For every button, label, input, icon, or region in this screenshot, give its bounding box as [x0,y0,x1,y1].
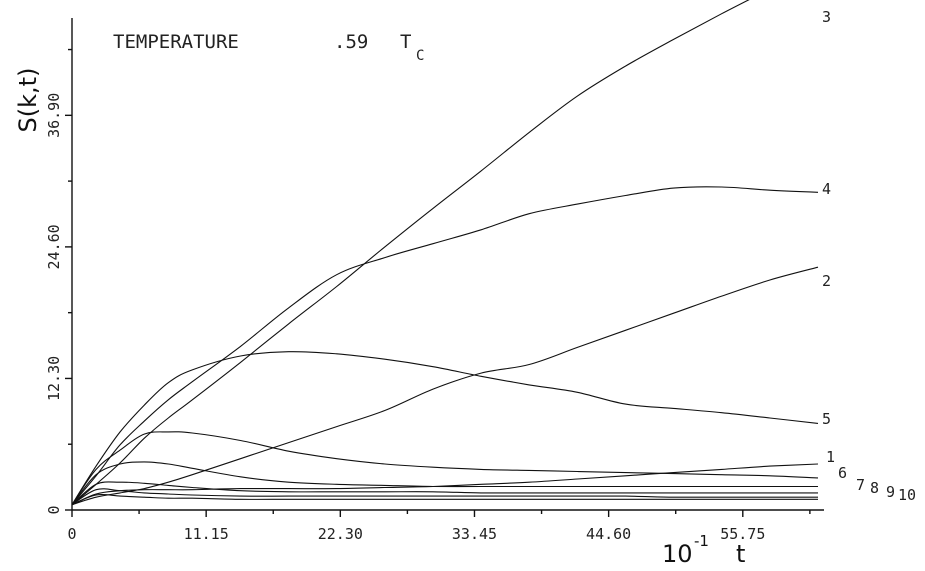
series-line-3 [72,0,750,506]
series-line-4 [72,186,819,506]
series-line-8 [72,481,818,506]
y-axis-label: S(k,t) [14,68,42,133]
series-line-5 [72,351,819,505]
labels: 0 11.15 22.30 33.45 44.60 55.75012.3024.6036.… [45,8,916,543]
series-line-1 [72,463,819,506]
curves [72,0,819,506]
series-label-6: 6 [838,464,847,482]
x-tick-label: 44.60 [586,525,631,543]
series-label-7: 7 [856,476,865,494]
series-label-5: 5 [822,410,831,428]
x-axis-label-base: 10 [662,540,693,568]
series-line-10 [72,493,818,506]
series-label-2: 2 [822,272,831,290]
series-label-3: 3 [822,8,831,26]
series-label-4: 4 [822,180,831,198]
x-tick-label: 55.75 [720,525,765,543]
chart-title-text: TEMPERATURE [113,31,239,53]
series-line-7 [72,461,818,506]
series-line-9 [72,488,818,506]
chart-title-symbol: T [400,31,411,53]
y-tick-label: 0 [45,505,63,514]
y-tick-label: 24.60 [45,224,63,269]
y-tick-label: 36.90 [45,93,63,138]
x-tick-label: 11.15 [184,525,229,543]
x-axis-label-variable: t [736,540,745,568]
series-line-2 [72,266,819,506]
chart-title-value: .59 [334,31,368,53]
x-tick-label: 33.45 [452,525,497,543]
axes [65,18,824,517]
x-axis-label-exponent: -1 [694,532,709,550]
x-tick-label: 22.30 [318,525,363,543]
series-label-9: 9 [886,483,895,501]
y-tick-label: 12.30 [45,356,63,401]
series-label-10: 10 [898,486,916,504]
series-label-1: 1 [826,448,835,466]
chart-title-subscript: C [416,48,424,64]
series-line-6 [72,431,819,506]
series-label-8: 8 [870,479,879,497]
x-tick-label: 0 [67,525,76,543]
